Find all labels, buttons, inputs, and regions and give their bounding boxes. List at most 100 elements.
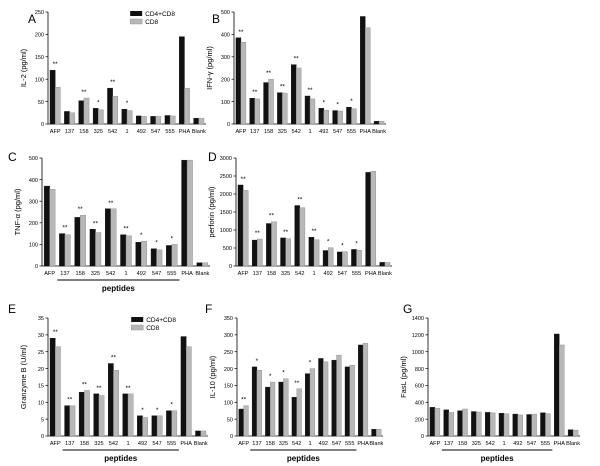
significance-marker: *	[170, 402, 173, 409]
bar-cd8	[184, 87, 190, 125]
significance-marker: **	[82, 381, 88, 388]
y-tick-label: 350	[224, 316, 233, 322]
x-tick-label: 547	[332, 441, 341, 447]
bar-cd4cd8	[318, 108, 325, 125]
x-tick-label: 555	[167, 441, 176, 447]
significance-marker: **	[62, 225, 68, 232]
x-tick-label: PHA	[179, 129, 191, 135]
significance-marker: **	[78, 206, 84, 213]
bar-cd4cd8	[305, 373, 311, 437]
legend-swatch-cd8	[129, 18, 143, 25]
x-tick-label: 325	[472, 441, 481, 447]
bar-cd8	[342, 251, 348, 267]
significance-marker: **	[255, 230, 261, 237]
x-tick-label: AFP	[50, 129, 61, 135]
bar-cd4cd8	[291, 397, 297, 437]
bar-cd8	[336, 354, 342, 437]
bar-cd8	[531, 413, 537, 437]
x-tick-label: Blank	[195, 271, 209, 277]
bar-cd4cd8	[166, 245, 173, 267]
significance-marker: *	[97, 99, 100, 106]
bar-cd8	[125, 235, 132, 267]
bar-cd8	[282, 92, 288, 125]
bar-cd8	[269, 381, 276, 437]
legend-swatch-cd4cd8	[131, 317, 144, 322]
bar-cd8	[323, 109, 329, 125]
bar-cd8	[434, 407, 441, 437]
x-tick-label: 542	[108, 129, 117, 135]
y-tick-label: 35	[38, 316, 44, 322]
bar-cd8	[95, 232, 102, 267]
bar-cd4cd8	[308, 236, 315, 267]
x-tick-label: 158	[79, 129, 88, 135]
bar-cd4cd8	[344, 366, 351, 437]
panel-label: C	[8, 150, 17, 164]
bar-cd8	[448, 412, 454, 437]
bar-cd4cd8	[304, 95, 311, 125]
bar-cd4cd8	[78, 391, 85, 437]
x-tick-label: 137	[444, 441, 453, 447]
bar-cd8	[256, 370, 262, 437]
panel-label: F	[205, 302, 212, 316]
y-tick-label: 500	[221, 10, 230, 16]
bar-cd4cd8	[554, 333, 560, 437]
significance-marker: **	[53, 329, 59, 336]
significance-marker: **	[294, 380, 300, 387]
y-tick-label: 250	[35, 10, 44, 16]
bar-cd4cd8	[485, 412, 491, 437]
y-tick-label: 200	[415, 417, 424, 423]
bar-cd4cd8	[266, 223, 272, 267]
y-tick-label: 0	[230, 434, 233, 440]
x-tick-label: PHA	[554, 441, 566, 447]
legend-label-cd8: CD8	[145, 19, 158, 26]
significance-marker: **	[297, 197, 303, 204]
y-tick-label: 400	[415, 400, 424, 406]
bar-cd4cd8	[322, 250, 329, 267]
bar-cd4cd8	[238, 408, 244, 437]
x-tick-label: 547	[333, 129, 342, 135]
bar-cd4cd8	[540, 412, 546, 437]
significance-marker: *	[140, 232, 143, 239]
bar-cd4cd8	[196, 262, 203, 267]
x-tick-label: 555	[541, 441, 550, 447]
bar-cd4cd8	[93, 393, 100, 437]
x-tick-label: 325	[91, 271, 100, 277]
y-tick-label: 200	[29, 221, 38, 227]
y-tick-label: 150	[224, 384, 233, 390]
y-tick-label: 1500	[220, 210, 232, 216]
bar-cd4cd8	[346, 106, 352, 125]
x-tick-label: 547	[527, 441, 536, 447]
bar-cd8	[155, 116, 162, 125]
bar-cd4cd8	[64, 405, 71, 437]
bar-cd4cd8	[263, 82, 269, 125]
bar-cd8	[296, 388, 302, 437]
x-tick-label: 542	[295, 271, 304, 277]
bar-cd4cd8	[251, 239, 258, 267]
x-tick-label: 137	[252, 441, 261, 447]
y-tick-label: 25	[38, 350, 44, 356]
bar-cd8	[69, 112, 75, 125]
x-tick-label: 492	[137, 271, 146, 277]
bar-cd8	[489, 412, 496, 437]
y-tick-label: 0	[35, 264, 38, 270]
bar-cd4cd8	[277, 92, 283, 125]
bar-cd8	[285, 238, 291, 267]
y-tick-label: 1000	[220, 228, 232, 234]
significance-marker: **	[266, 70, 272, 77]
bar-cd4cd8	[193, 117, 200, 125]
panel-label: A	[28, 12, 36, 26]
significance-marker: *	[355, 240, 358, 247]
significance-marker: **	[81, 89, 87, 96]
bar-cd8	[200, 430, 207, 437]
significance-marker: *	[256, 358, 259, 365]
y-tick-label: 0	[229, 264, 232, 270]
bar-cd8	[254, 98, 260, 125]
y-tick-label: 2500	[220, 174, 232, 180]
significance-marker: *	[156, 407, 159, 414]
x-tick-label: PHA	[181, 271, 193, 277]
bar-cd8	[55, 346, 61, 437]
x-tick-label: 158	[266, 441, 275, 447]
bar-cd4cd8	[49, 70, 56, 125]
